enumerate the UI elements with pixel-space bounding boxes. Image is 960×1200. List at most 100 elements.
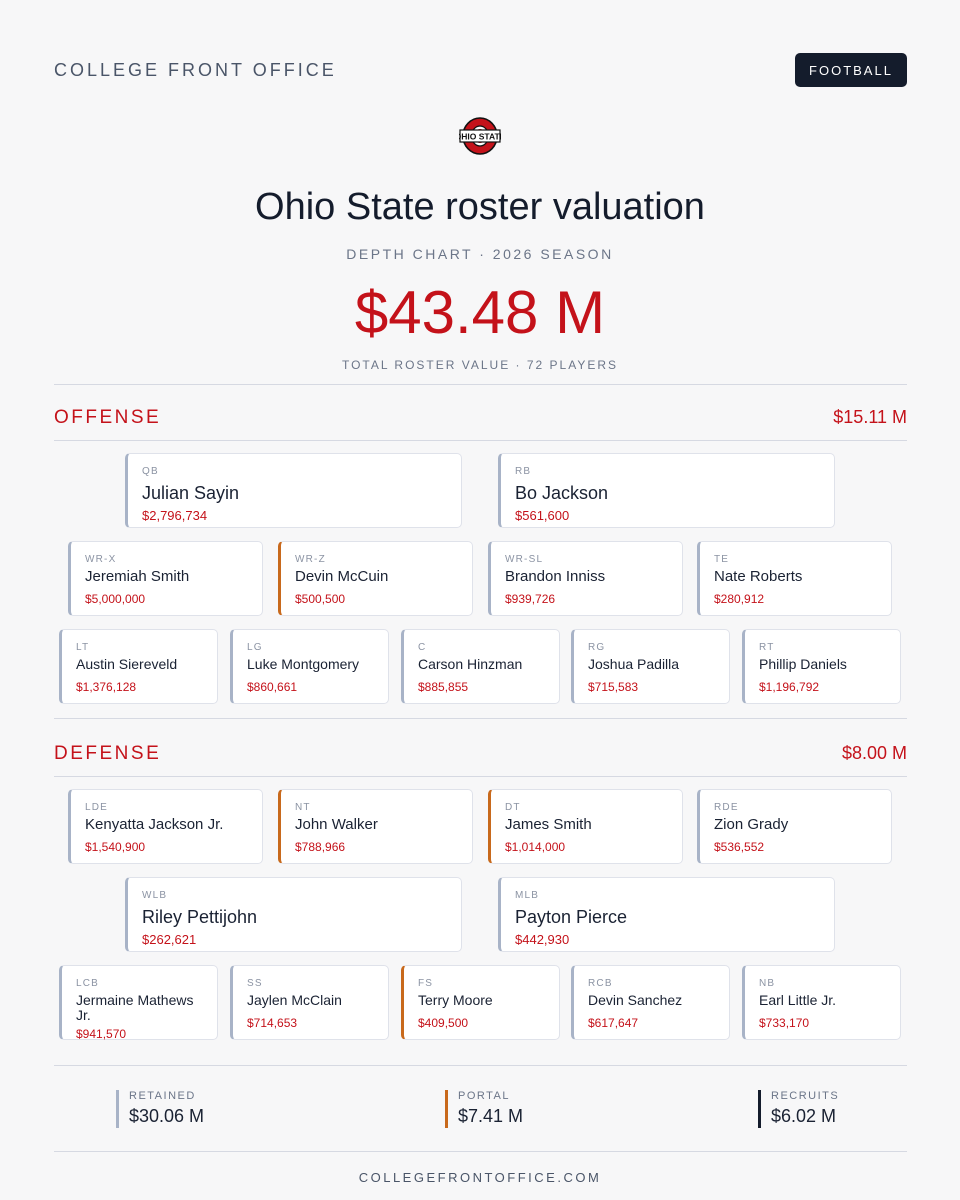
player-name: Earl Little Jr. — [759, 992, 837, 1008]
position-label: LCB — [76, 978, 100, 989]
player-value: $885,855 — [418, 680, 469, 694]
summary-recruits: RECRUITS $6.02 M — [758, 1090, 839, 1128]
page-title: Ohio State roster valuation — [255, 186, 705, 228]
divider — [54, 718, 907, 719]
player-card-wr-sl[interactable]: WR-SL Brandon Inniss $939,726 — [488, 541, 683, 616]
page-subtitle: DEPTH CHART · 2026 SEASON — [346, 246, 614, 262]
player-value: $941,570 — [76, 1027, 127, 1041]
position-label: LG — [247, 642, 263, 653]
position-label: MLB — [515, 890, 540, 901]
player-card-lcb[interactable]: LCB Jermaine Mathews Jr. $941,570 — [59, 965, 218, 1041]
player-name: Jaylen McClain — [247, 992, 342, 1008]
player-name: Jeremiah Smith — [85, 568, 190, 585]
position-label: LT — [76, 642, 90, 653]
offense-section-total: $15.11 M — [833, 407, 907, 427]
player-value: $500,500 — [295, 592, 346, 606]
player-card-wr-z[interactable]: WR-Z Devin McCuin $500,500 — [278, 541, 473, 616]
player-value: $1,540,900 — [85, 840, 146, 854]
player-value: $733,170 — [759, 1016, 810, 1030]
total-roster-value: $43.48 M — [354, 279, 606, 346]
player-card-fs[interactable]: FS Terry Moore $409,500 — [401, 965, 560, 1040]
player-name: Devin McCuin — [295, 568, 389, 585]
player-card-lg[interactable]: LG Luke Montgomery $860,661 — [230, 629, 389, 704]
position-label: TE — [714, 554, 730, 565]
player-name: Bo Jackson — [515, 483, 609, 503]
player-card-lt[interactable]: LT Austin Siereveld $1,376,128 — [59, 629, 218, 704]
player-card-ss[interactable]: SS Jaylen McClain $714,653 — [230, 965, 389, 1040]
position-label: SS — [247, 978, 263, 989]
position-label: C — [418, 642, 427, 653]
summary-value: $7.41 M — [458, 1106, 524, 1126]
player-card-wr-x[interactable]: WR-X Jeremiah Smith $5,000,000 — [68, 541, 263, 616]
player-card-rb[interactable]: RB Bo Jackson $561,600 — [498, 453, 835, 528]
player-name: Austin Siereveld — [76, 656, 178, 672]
position-label: WR-Z — [295, 554, 326, 565]
position-label: RCB — [588, 978, 613, 989]
divider — [54, 440, 907, 441]
player-card-qb[interactable]: QB Julian Sayin $2,796,734 — [125, 453, 462, 528]
position-label: RG — [588, 642, 606, 653]
player-card-wlb[interactable]: WLB Riley Pettijohn $262,621 — [125, 877, 462, 952]
player-name: Payton Pierce — [515, 907, 628, 927]
sport-selector-button[interactable]: FOOTBALL — [795, 53, 907, 87]
position-label: WR-SL — [505, 554, 544, 565]
position-label: RDE — [714, 802, 739, 813]
player-card-nt[interactable]: NT John Walker $788,966 — [278, 789, 473, 864]
defense-section-total: $8.00 M — [841, 743, 907, 763]
player-card-rcb[interactable]: RCB Devin Sanchez $617,647 — [571, 965, 730, 1040]
player-card-rt[interactable]: RT Phillip Daniels $1,196,792 — [742, 629, 901, 704]
player-card-te[interactable]: TE Nate Roberts $280,912 — [697, 541, 892, 616]
position-label: DT — [505, 802, 521, 813]
brand-name: COLLEGE FRONT OFFICE — [54, 60, 337, 80]
summary-label: RETAINED — [129, 1090, 196, 1102]
player-value: $262,621 — [142, 932, 197, 947]
player-card-rg[interactable]: RG Joshua Padilla $715,583 — [571, 629, 730, 704]
player-value: $536,552 — [714, 840, 765, 854]
divider — [54, 776, 907, 777]
player-name: Kenyatta Jackson Jr. — [85, 816, 224, 833]
position-label: LDE — [85, 802, 109, 813]
divider — [54, 1065, 907, 1066]
player-value: $715,583 — [588, 680, 639, 694]
player-name: Julian Sayin — [142, 483, 240, 503]
summary-retained: RETAINED $30.06 M — [116, 1090, 204, 1128]
summary-value: $30.06 M — [129, 1106, 205, 1126]
player-card-c[interactable]: C Carson Hinzman $885,855 — [401, 629, 560, 704]
player-value: $409,500 — [418, 1016, 469, 1030]
player-name: Joshua Padilla — [588, 656, 680, 672]
position-label: RB — [515, 466, 532, 477]
summary-label: RECRUITS — [771, 1090, 840, 1102]
player-value: $788,966 — [295, 840, 346, 854]
player-card-lde[interactable]: LDE Kenyatta Jackson Jr. $1,540,900 — [68, 789, 263, 864]
total-roster-label: TOTAL ROSTER VALUE · 72 PLAYERS — [341, 358, 619, 372]
player-name: Zion Grady — [714, 816, 789, 833]
player-value: $939,726 — [505, 592, 556, 606]
player-value: $1,196,792 — [759, 680, 820, 694]
summary-portal: PORTAL $7.41 M — [445, 1090, 523, 1128]
player-value: $1,376,128 — [76, 680, 137, 694]
player-name: John Walker — [295, 816, 378, 833]
player-name: Nate Roberts — [714, 568, 803, 585]
player-card-rde[interactable]: RDE Zion Grady $536,552 — [697, 789, 892, 864]
player-value: $561,600 — [515, 508, 570, 523]
position-label: RT — [759, 642, 775, 653]
position-label: FS — [418, 978, 434, 989]
player-name: Phillip Daniels — [759, 656, 847, 672]
player-value: $714,653 — [247, 1016, 298, 1030]
position-label: QB — [142, 466, 159, 477]
player-value: $1,014,000 — [505, 840, 566, 854]
player-value: $860,661 — [247, 680, 298, 694]
position-label: NB — [759, 978, 776, 989]
player-card-dt[interactable]: DT James Smith $1,014,000 — [488, 789, 683, 864]
player-value: $5,000,000 — [85, 592, 146, 606]
player-card-nb[interactable]: NB Earl Little Jr. $733,170 — [742, 965, 901, 1040]
divider — [54, 384, 907, 385]
player-value: $280,912 — [714, 592, 765, 606]
offense-section-title: OFFENSE — [54, 407, 162, 428]
player-card-mlb[interactable]: MLB Payton Pierce $442,930 — [498, 877, 835, 952]
footer-site-link[interactable]: COLLEGEFRONTOFFICE.COM — [358, 1170, 602, 1185]
summary-label: PORTAL — [458, 1090, 510, 1102]
player-name: Carson Hinzman — [418, 656, 523, 672]
player-name: Brandon Inniss — [505, 568, 606, 585]
player-name: Terry Moore — [418, 992, 493, 1008]
